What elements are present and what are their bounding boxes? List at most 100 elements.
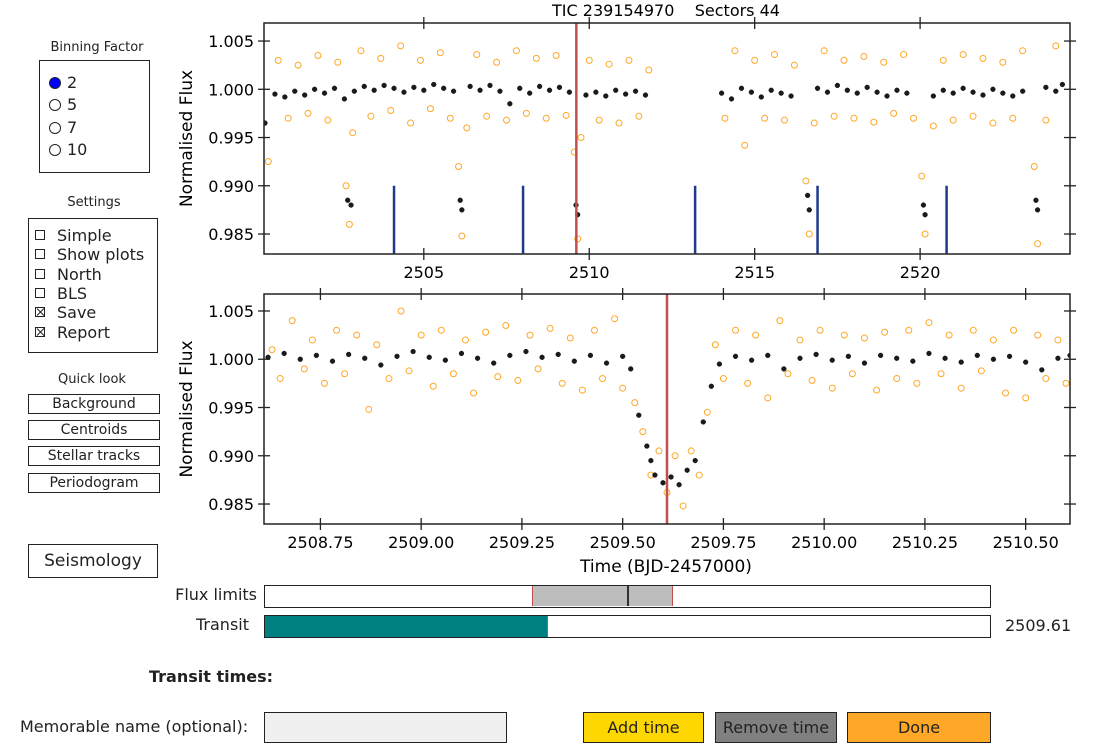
- y-axis-label: Normalised Flux: [177, 70, 197, 207]
- y-tick-label: 1.000: [208, 80, 254, 99]
- data-point: [922, 212, 928, 218]
- transit-slider[interactable]: [264, 615, 991, 638]
- data-point: [615, 119, 623, 127]
- data-point: [884, 93, 890, 99]
- data-point: [692, 457, 698, 464]
- flux-handle[interactable]: [627, 586, 629, 606]
- data-point: [473, 51, 481, 59]
- checkbox-option[interactable]: North: [35, 265, 102, 284]
- y-tick-label: 1.000: [208, 350, 254, 369]
- x-tick-label: 2509.75: [690, 533, 756, 552]
- checkbox-option[interactable]: Report: [35, 323, 110, 342]
- checkbox[interactable]: [35, 268, 45, 279]
- data-point: [599, 375, 607, 383]
- quick-look-button[interactable]: Periodogram: [28, 472, 160, 493]
- action-button[interactable]: Remove time: [715, 712, 837, 743]
- action-button[interactable]: Done: [847, 712, 991, 743]
- radio-option[interactable]: 2: [49, 73, 77, 92]
- data-point: [850, 114, 858, 122]
- data-point: [522, 109, 530, 117]
- checkbox[interactable]: [35, 230, 45, 240]
- data-point: [539, 354, 545, 360]
- data-point: [974, 352, 980, 359]
- data-point: [1039, 367, 1045, 373]
- seismology-button[interactable]: Seismology: [28, 544, 158, 578]
- y-tick-label: 0.985: [208, 495, 254, 514]
- flux-limits-slider[interactable]: [264, 585, 991, 608]
- data-point: [979, 54, 987, 62]
- radio-option[interactable]: 5: [49, 95, 77, 114]
- data-point: [910, 358, 916, 364]
- data-point: [442, 357, 449, 363]
- radio-option[interactable]: 7: [49, 118, 77, 137]
- data-point: [523, 348, 529, 355]
- data-point: [840, 331, 848, 339]
- data-point: [632, 88, 639, 94]
- checkbox[interactable]: [35, 287, 45, 298]
- data-point: [652, 472, 658, 478]
- radio-button[interactable]: [49, 121, 61, 134]
- data-point: [840, 56, 848, 64]
- data-point: [845, 353, 851, 359]
- data-point: [297, 356, 303, 362]
- data-point: [1019, 47, 1027, 55]
- data-point: [595, 116, 603, 124]
- data-point: [728, 96, 735, 102]
- data-point: [371, 87, 377, 93]
- transit-label: Transit: [196, 615, 249, 634]
- data-point: [387, 107, 395, 115]
- data-point: [449, 370, 457, 378]
- data-point: [990, 356, 997, 362]
- checkbox[interactable]: [35, 326, 45, 337]
- data-point: [401, 89, 407, 95]
- data-point: [385, 375, 393, 383]
- checkbox-option[interactable]: Save: [35, 303, 96, 322]
- data-point: [844, 87, 850, 93]
- checkbox[interactable]: [35, 307, 45, 318]
- data-point: [351, 88, 357, 94]
- checkbox-option[interactable]: BLS: [35, 284, 87, 303]
- y-tick-label: 1.005: [208, 302, 254, 321]
- data-point: [558, 379, 566, 387]
- quick-look-button[interactable]: Background: [28, 394, 160, 414]
- transit-value: 2509.61: [1005, 616, 1072, 635]
- radio-button[interactable]: [49, 99, 61, 112]
- data-point: [816, 326, 824, 334]
- action-button[interactable]: Add time: [583, 712, 704, 743]
- data-point: [574, 235, 582, 243]
- data-point: [361, 83, 367, 90]
- data-point: [446, 114, 454, 122]
- data-point: [631, 399, 639, 407]
- name-input[interactable]: [264, 712, 507, 743]
- data-point: [331, 85, 338, 91]
- axes-frame: [263, 293, 1071, 525]
- data-point: [761, 114, 769, 122]
- checkbox[interactable]: [35, 249, 45, 260]
- data-point: [784, 370, 792, 378]
- x-tick-label: 2510.00: [791, 533, 857, 552]
- data-point: [660, 480, 666, 486]
- data-point: [1053, 88, 1059, 94]
- data-point: [304, 109, 312, 117]
- radio-button[interactable]: [49, 143, 61, 156]
- data-point: [308, 336, 316, 344]
- data-point: [980, 92, 986, 98]
- data-point: [1002, 389, 1010, 397]
- checkbox-option[interactable]: Simple: [35, 226, 112, 245]
- data-point: [514, 376, 522, 384]
- data-point: [768, 87, 774, 93]
- data-point: [940, 87, 946, 93]
- data-point: [738, 85, 745, 91]
- quick-look-button[interactable]: Centroids: [28, 420, 160, 441]
- data-point: [918, 172, 926, 180]
- data-point: [894, 87, 900, 93]
- quick-look-button[interactable]: Stellar tracks: [28, 446, 160, 467]
- data-point: [873, 386, 881, 394]
- checkbox-option[interactable]: Show plots: [35, 245, 144, 264]
- data-point: [679, 502, 687, 510]
- radio-button[interactable]: [49, 77, 61, 89]
- data-point: [349, 129, 357, 137]
- data-point: [534, 365, 542, 373]
- radio-option[interactable]: 10: [49, 140, 87, 159]
